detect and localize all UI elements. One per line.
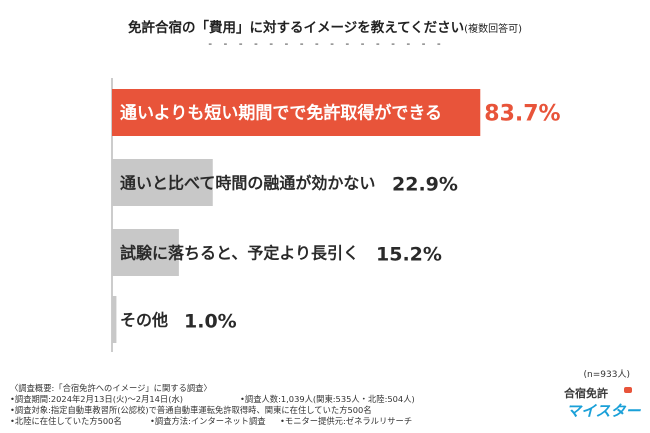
brand-logo: 合宿免許 マイスター [558,383,641,427]
category-label-3: 試験に落ちると、予定より長引く [120,244,359,263]
title-subtitle: (複数回答可) [464,24,522,35]
survey-target: •調査対象:指定自動車教習所(公認校)で普通自動車運転免許取得時、関東に在住して… [10,405,372,415]
value-label-1: 83.7% [484,102,560,127]
survey-method: •調査方法:インターネット調査 [150,416,266,426]
sample-size-note: (n=933人) [583,370,630,380]
title-underline: - - - - - - - - - - - - - - - - [206,37,444,50]
logo-line2: マイスター [566,402,641,420]
bar-1 [112,89,481,136]
survey-provider: •モニター提供元:ゼネラルリサーチ [280,416,413,426]
title-text: 免許合宿の「費用」に対するイメージを教えてください [128,20,465,36]
bar-chart: 通いよりも短い期間でで免許取得ができる 83.7% 通いと比べて時間の融通が効かない… [111,78,561,352]
bar-3 [112,229,179,276]
survey-count: •調査人数:1,039人(関東:535人・北陸:504人) [240,394,415,404]
survey-target-2: •北陸に在住していた方500名 [10,416,122,426]
bar-2 [112,159,213,206]
category-label-4: その他 [120,311,168,330]
category-label-1: 通いよりも短い期間でで免許取得ができる [120,103,442,124]
chart-title: 免許合宿の「費用」に対するイメージを教えてください(複数回答可) [0,16,650,36]
logo-line1: 合宿免許 [564,387,608,400]
value-label-2: 22.9% [392,174,458,196]
bar-4 [112,296,117,343]
value-label-3: 15.2% [376,244,442,266]
survey-period: •調査期間:2024年2月13日(火)〜2月14日(水) [10,394,183,404]
category-label-2: 通いと比べて時間の融通が効かない [120,174,375,193]
value-label-4: 1.0% [184,311,237,333]
car-icon [624,387,632,393]
survey-overview: 〈調査概要:「合宿免許へのイメージ」に関する調査〉 [10,383,212,393]
